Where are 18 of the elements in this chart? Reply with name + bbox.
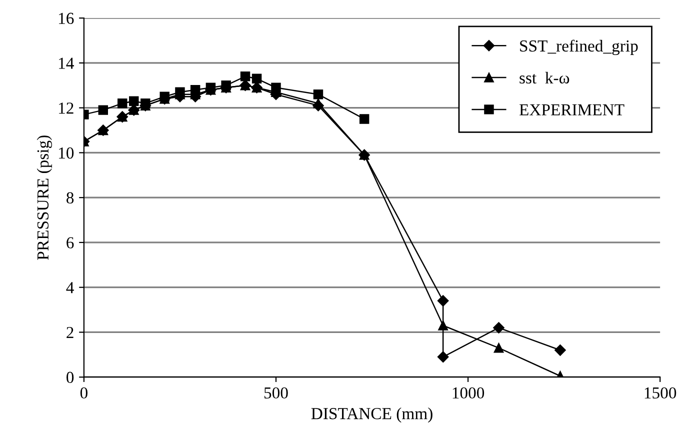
y-tick-label: 8: [66, 192, 74, 204]
legend-label: sst k-ω: [520, 72, 570, 84]
y-tick-label: 4: [66, 282, 74, 294]
x-axis-title: DISTANCE (mm): [311, 408, 432, 423]
y-tick-label: 0: [66, 372, 74, 384]
y-tick-label: 6: [66, 237, 74, 248]
y-axis-title: PRESSURE (psig): [36, 136, 52, 260]
y-tick-label: 12: [59, 102, 74, 114]
y-tick-label: 10: [59, 147, 74, 159]
legend-label: SST_refined_grip: [520, 40, 638, 56]
x-tick-label: 1000: [452, 387, 484, 399]
legend-label: EXPERIMENT: [519, 104, 624, 116]
y-tick-label: 14: [59, 58, 74, 69]
x-tick-label: 0: [80, 387, 88, 399]
x-tick-label: 500: [264, 387, 288, 399]
y-tick-label: 2: [66, 326, 74, 338]
x-tick-label: 1500: [644, 387, 676, 399]
y-tick-label: 16: [59, 12, 74, 24]
